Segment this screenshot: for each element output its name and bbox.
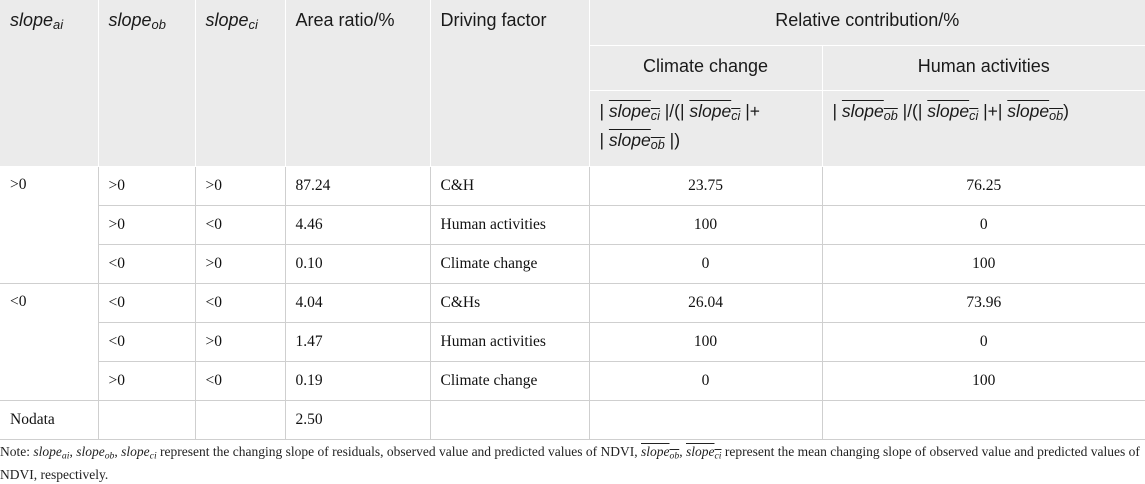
header-relative-contribution: Relative contribution/% — [589, 0, 1145, 46]
table-row: >0 <0 4.46 Human activities 100 0 — [0, 205, 1145, 245]
cell-human: 73.96 — [822, 283, 1145, 323]
cell-factor: Climate change — [430, 361, 590, 401]
cell-factor: Human activities — [430, 205, 590, 245]
cell-slope-ci: <0 — [195, 361, 286, 401]
cell-slope-ci — [195, 400, 286, 440]
table-row: Nodata 2.50 — [0, 400, 1145, 440]
formula-human: | slopeob |/(| slopeci |+| slopeob) — [822, 90, 1145, 167]
cell-climate: 23.75 — [589, 166, 823, 206]
cell-slope-ci: <0 — [195, 283, 286, 323]
header-human-activities: Human activities — [822, 45, 1145, 91]
cell-factor: C&H — [430, 166, 590, 206]
cell-climate — [589, 400, 823, 440]
cell-slope-ci: >0 — [195, 166, 286, 206]
header-driving-factor: Driving factor — [430, 0, 590, 167]
cell-area: 4.04 — [285, 283, 431, 323]
cell-climate: 0 — [589, 244, 823, 284]
cell-slope-ob: >0 — [98, 166, 196, 206]
table-row: >0 <0 0.19 Climate change 0 100 — [0, 361, 1145, 401]
cell-area: 2.50 — [285, 400, 431, 440]
cell-slope-ob: <0 — [98, 244, 196, 284]
formula-climate: | slopeci |/(| slopeci |+ | slopeob |) — [589, 90, 823, 167]
table-row: <0 >0 0.10 Climate change 0 100 — [0, 244, 1145, 284]
cell-human: 0 — [822, 322, 1145, 362]
cell-area: 4.46 — [285, 205, 431, 245]
cell-slope-ob: >0 — [98, 361, 196, 401]
cell-area: 0.10 — [285, 244, 431, 284]
cell-human: 0 — [822, 205, 1145, 245]
cell-slope-ci: >0 — [195, 322, 286, 362]
cell-slope-ai: >0 — [0, 166, 99, 284]
cell-climate: 100 — [589, 205, 823, 245]
table-row: >0 >0 >0 87.24 C&H 23.75 76.25 — [0, 166, 1145, 284]
cell-climate: 26.04 — [589, 283, 823, 323]
cell-slope-ob: <0 — [98, 283, 196, 323]
cell-factor: Human activities — [430, 322, 590, 362]
cell-climate: 0 — [589, 361, 823, 401]
header-slope-ai: slopeai — [0, 0, 99, 167]
cell-climate: 100 — [589, 322, 823, 362]
cell-slope-ob: <0 — [98, 322, 196, 362]
table-note: Note: slopeai, slopeob, slopeci represen… — [0, 444, 1140, 483]
cell-slope-ai: <0 — [0, 283, 99, 401]
table-row: <0 >0 1.47 Human activities 100 0 — [0, 322, 1145, 362]
cell-slope-ob: >0 — [98, 205, 196, 245]
header-climate-change: Climate change — [589, 45, 823, 91]
cell-factor: C&Hs — [430, 283, 590, 323]
header-slope-ob: slopeob — [98, 0, 196, 167]
cell-human — [822, 400, 1145, 440]
data-table: slopeai slopeob slopeci Area ratio/% Dri… — [0, 0, 1145, 440]
cell-area: 0.19 — [285, 361, 431, 401]
header-slope-ci: slopeci — [195, 0, 286, 167]
cell-slope-ci: <0 — [195, 205, 286, 245]
cell-factor — [430, 400, 590, 440]
cell-factor: Climate change — [430, 244, 590, 284]
cell-slope-ob — [98, 400, 196, 440]
cell-slope-ai: Nodata — [0, 400, 99, 440]
cell-human: 76.25 — [822, 166, 1145, 206]
cell-human: 100 — [822, 361, 1145, 401]
header-area-ratio: Area ratio/% — [285, 0, 431, 167]
cell-slope-ci: >0 — [195, 244, 286, 284]
table-row: <0 <0 <0 4.04 C&Hs 26.04 73.96 — [0, 283, 1145, 401]
cell-area: 87.24 — [285, 166, 431, 206]
cell-human: 100 — [822, 244, 1145, 284]
cell-area: 1.47 — [285, 322, 431, 362]
